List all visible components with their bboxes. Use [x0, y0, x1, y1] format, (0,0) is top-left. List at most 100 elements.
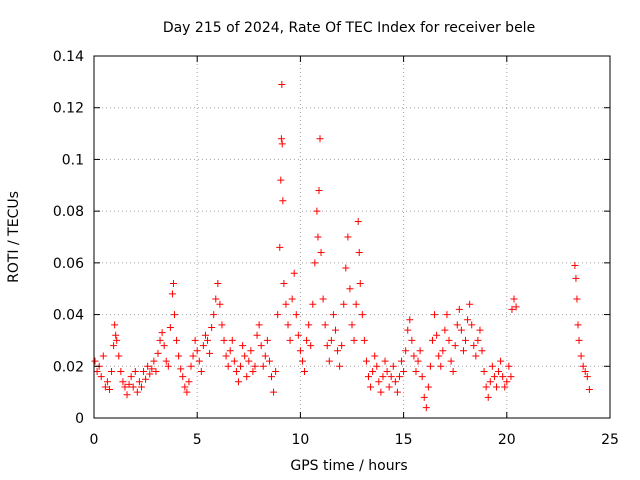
- plot-frame: [93, 55, 611, 419]
- data-point: [395, 373, 403, 381]
- data-point: [381, 357, 389, 365]
- data-point: [486, 378, 494, 386]
- data-point: [253, 331, 261, 339]
- data-point: [437, 362, 445, 370]
- data-point: [439, 347, 447, 355]
- data-point: [331, 326, 339, 334]
- y-axis-label: ROTI / TECUs: [6, 191, 22, 283]
- data-point: [201, 331, 209, 339]
- y-tick-label: 0: [75, 411, 84, 427]
- data-point: [206, 349, 214, 357]
- data-point: [183, 388, 191, 396]
- data-point: [111, 321, 119, 329]
- data-point: [160, 342, 168, 350]
- data-point: [241, 352, 249, 360]
- data-point: [373, 362, 381, 370]
- data-point: [340, 300, 348, 308]
- data-point: [512, 303, 520, 311]
- data-point: [406, 316, 414, 324]
- data-point: [507, 373, 515, 381]
- data-point: [583, 373, 591, 381]
- data-point: [400, 367, 408, 375]
- data-point: [156, 336, 164, 344]
- data-point: [197, 367, 205, 375]
- data-point: [146, 370, 154, 378]
- data-point: [317, 249, 325, 257]
- data-point: [329, 311, 337, 319]
- data-point: [131, 367, 139, 375]
- data-point: [402, 347, 410, 355]
- data-point: [319, 295, 327, 303]
- data-point: [313, 207, 321, 215]
- data-point: [492, 383, 500, 391]
- data-point: [490, 373, 498, 381]
- data-point: [249, 367, 257, 375]
- data-point: [428, 336, 436, 344]
- data-point: [175, 352, 183, 360]
- data-point: [115, 352, 123, 360]
- data-point: [344, 233, 352, 241]
- data-point: [495, 367, 503, 375]
- data-point: [113, 336, 121, 344]
- data-point: [259, 362, 267, 370]
- data-point: [385, 383, 393, 391]
- data-point: [127, 373, 135, 381]
- data-point: [488, 362, 496, 370]
- data-point: [342, 264, 350, 272]
- data-point: [210, 311, 218, 319]
- data-point: [119, 378, 127, 386]
- data-point: [301, 367, 309, 375]
- data-point: [142, 375, 150, 383]
- data-point: [476, 326, 484, 334]
- data-point: [348, 321, 356, 329]
- data-point: [435, 352, 443, 360]
- data-point: [232, 367, 240, 375]
- y-tick-label: 0.12: [53, 101, 84, 117]
- data-point: [97, 373, 105, 381]
- data-point: [420, 393, 428, 401]
- x-tick-label: 0: [90, 432, 99, 448]
- y-tick-label: 0.06: [53, 256, 84, 272]
- data-point: [360, 336, 368, 344]
- data-point: [208, 324, 216, 331]
- x-tick-label: 10: [291, 432, 309, 448]
- data-point: [218, 321, 226, 329]
- y-tick-label: 0.1: [62, 152, 84, 168]
- data-point: [371, 352, 379, 360]
- data-point: [355, 249, 363, 257]
- data-point: [418, 373, 426, 381]
- data-point: [508, 305, 516, 313]
- data-point: [185, 378, 193, 386]
- data-point: [123, 391, 131, 399]
- data-point: [315, 186, 323, 194]
- data-point: [472, 352, 480, 360]
- data-point: [482, 383, 490, 391]
- data-point: [216, 300, 224, 308]
- x-tick-label: 25: [601, 432, 619, 448]
- data-point: [414, 357, 422, 365]
- data-point: [412, 367, 420, 375]
- data-point: [212, 295, 220, 303]
- data-point: [367, 383, 375, 391]
- data-point: [510, 295, 518, 303]
- data-point: [164, 362, 172, 370]
- data-point: [338, 342, 346, 350]
- data-point: [228, 336, 236, 344]
- data-point: [282, 300, 290, 308]
- data-point: [316, 135, 324, 143]
- data-point: [286, 336, 294, 344]
- data-point: [356, 280, 364, 288]
- data-point: [581, 367, 589, 375]
- data-point: [251, 362, 259, 370]
- data-point: [237, 362, 245, 370]
- data-point: [334, 347, 342, 355]
- data-point: [154, 349, 162, 357]
- data-point: [408, 336, 416, 344]
- data-point: [462, 336, 470, 344]
- data-point: [257, 342, 265, 350]
- x-tick-label: 5: [193, 432, 202, 448]
- data-point: [158, 329, 166, 337]
- data-point: [239, 342, 247, 350]
- y-tick-label: 0.04: [53, 308, 84, 324]
